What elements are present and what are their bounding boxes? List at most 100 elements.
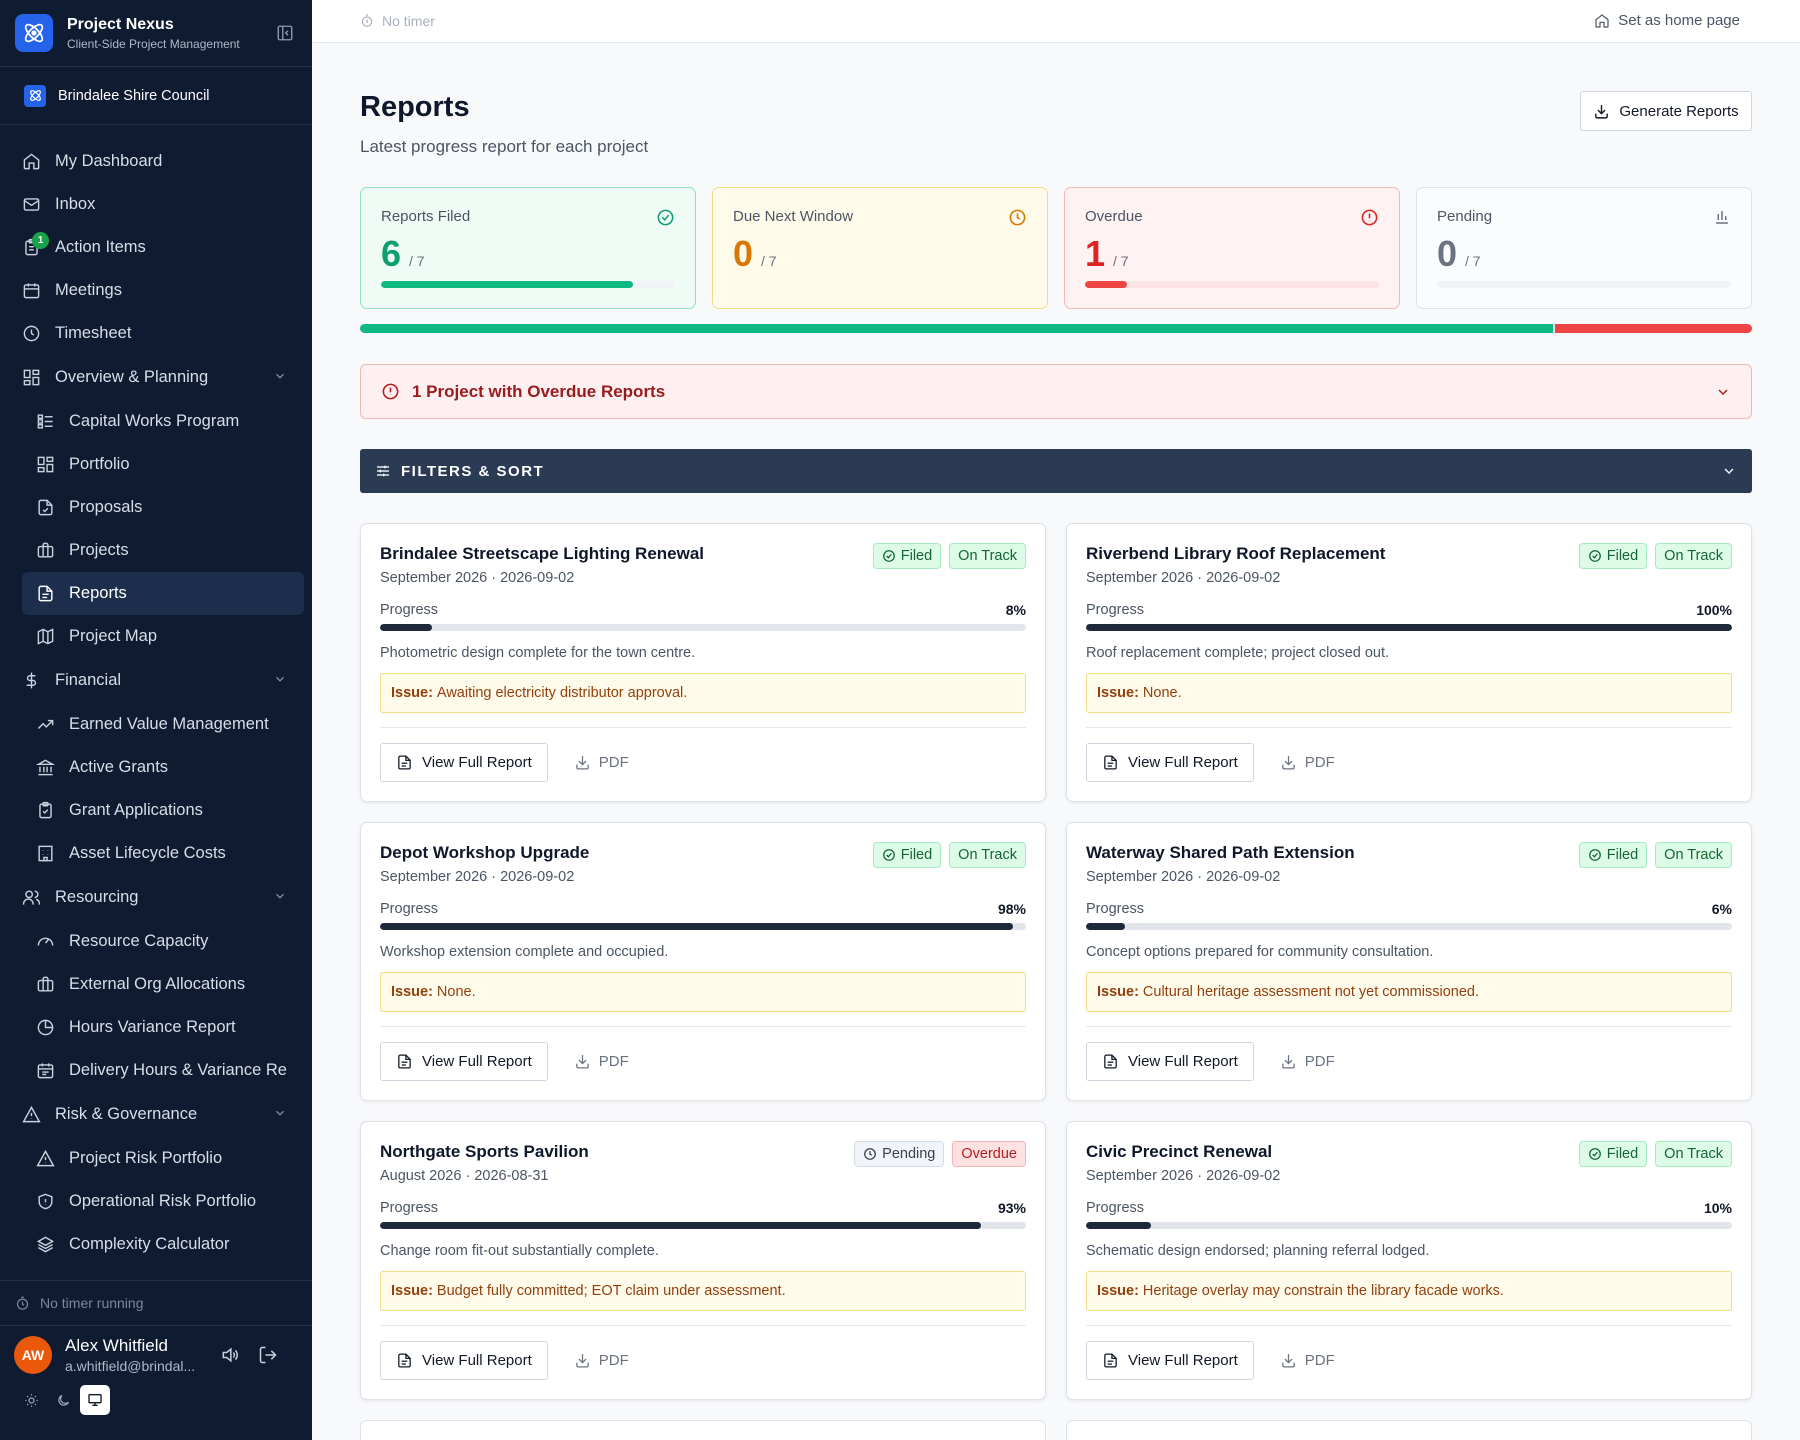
light-theme-sun-icon[interactable] bbox=[16, 1385, 46, 1415]
stat-card-reports-filed: Reports Filed 6 / 7 bbox=[360, 187, 696, 309]
clock-icon bbox=[864, 1148, 877, 1160]
download-pdf-button[interactable]: PDF bbox=[574, 754, 629, 771]
nav-group-risk-governance[interactable]: Risk & Governance bbox=[0, 1092, 312, 1137]
view-full-report-button[interactable]: View Full Report bbox=[380, 1341, 548, 1380]
nav-label: Capital Works Program bbox=[69, 412, 240, 430]
nav-asset-lifecycle-costs[interactable]: Asset Lifecycle Costs bbox=[0, 832, 312, 875]
stat-card-pending: Pending 0 / 7 bbox=[1416, 187, 1752, 309]
view-full-report-button[interactable]: View Full Report bbox=[1086, 743, 1254, 782]
collapse-sidebar-icon[interactable] bbox=[273, 21, 297, 45]
view-full-report-button[interactable]: View Full Report bbox=[380, 743, 548, 782]
nav-inbox[interactable]: Inbox bbox=[0, 183, 312, 226]
nav-operational-risk-portfolio[interactable]: Operational Risk Portfolio bbox=[0, 1180, 312, 1223]
nav-my-dashboard[interactable]: My Dashboard bbox=[0, 140, 312, 183]
report-card-partial bbox=[360, 1420, 1046, 1440]
download-pdf-button[interactable]: PDF bbox=[574, 1352, 629, 1369]
nav-label: Timesheet bbox=[55, 324, 132, 342]
nav-timesheet[interactable]: Timesheet bbox=[0, 312, 312, 355]
progress-bar bbox=[1086, 923, 1732, 930]
alert-circle-icon bbox=[1361, 209, 1378, 226]
file-text-icon bbox=[398, 1353, 411, 1368]
alert-circle-icon bbox=[382, 383, 399, 400]
nav-label: Operational Risk Portfolio bbox=[69, 1192, 257, 1210]
nav-earned-value-management[interactable]: Earned Value Management bbox=[0, 703, 312, 746]
chevron-down-icon bbox=[276, 373, 284, 379]
download-pdf-button[interactable]: PDF bbox=[1280, 754, 1335, 771]
nav-grant-applications[interactable]: Grant Applications bbox=[0, 789, 312, 832]
nav-proposals[interactable]: Proposals bbox=[0, 486, 312, 529]
nav-label: Portfolio bbox=[69, 455, 130, 473]
nav-active-grants[interactable]: Active Grants bbox=[0, 746, 312, 789]
download-pdf-button[interactable]: PDF bbox=[574, 1053, 629, 1070]
sound-toggle-icon[interactable] bbox=[217, 1342, 243, 1368]
schedule-status-badge: On Track bbox=[1655, 842, 1732, 868]
nav-project-map[interactable]: Project Map bbox=[0, 615, 312, 658]
stat-total: / 7 bbox=[1113, 253, 1129, 269]
progress-label: Progress bbox=[1086, 901, 1145, 917]
nav-hours-variance-report[interactable]: Hours Variance Report bbox=[0, 1006, 312, 1049]
theme-switcher bbox=[0, 1385, 312, 1415]
view-full-report-button[interactable]: View Full Report bbox=[1086, 1042, 1254, 1081]
stat-value: 0 bbox=[733, 233, 754, 274]
layout-grid-icon bbox=[23, 369, 40, 386]
report-card-title: Northgate Sports Pavilion bbox=[380, 1142, 589, 1161]
app-title: Project Nexus bbox=[67, 15, 174, 33]
report-issue: Issue: None. bbox=[1086, 673, 1732, 713]
download-pdf-button[interactable]: PDF bbox=[1280, 1352, 1335, 1369]
avatar[interactable]: AW bbox=[14, 1335, 52, 1374]
nav-group-financial[interactable]: Financial bbox=[0, 658, 312, 703]
progress-percent: 8% bbox=[1005, 602, 1026, 618]
progress-percent: 6% bbox=[1711, 901, 1732, 917]
nav-project-risk-portfolio[interactable]: Project Risk Portfolio bbox=[0, 1137, 312, 1180]
nav-group-overview-planning[interactable]: Overview & Planning bbox=[0, 355, 312, 400]
set-home-page-button[interactable]: Set as home page bbox=[1594, 12, 1740, 29]
filed-segment bbox=[360, 324, 1553, 333]
view-full-report-button[interactable]: View Full Report bbox=[1086, 1341, 1254, 1380]
warning-triangle-icon bbox=[36, 1149, 55, 1167]
download-pdf-button[interactable]: PDF bbox=[1280, 1053, 1335, 1070]
nav-label: Grant Applications bbox=[69, 801, 203, 819]
progress-fill bbox=[380, 1222, 981, 1229]
nav-label: Asset Lifecycle Costs bbox=[69, 844, 226, 862]
nav-complexity-calculator[interactable]: Complexity Calculator bbox=[0, 1223, 312, 1266]
report-card-title: Riverbend Library Roof Replacement bbox=[1086, 544, 1386, 563]
top-timer[interactable]: No timer bbox=[360, 13, 435, 29]
nav-group-resourcing[interactable]: Resourcing bbox=[0, 875, 312, 920]
stat-card-overdue: Overdue 1 / 7 bbox=[1064, 187, 1400, 309]
overdue-alert-banner[interactable]: 1 Project with Overdue Reports bbox=[360, 364, 1752, 419]
sidebar-timer[interactable]: No timer running bbox=[0, 1281, 312, 1325]
nav-meetings[interactable]: Meetings bbox=[0, 269, 312, 312]
nav-label: Reports bbox=[69, 584, 127, 602]
view-full-report-button[interactable]: View Full Report bbox=[380, 1042, 548, 1081]
stat-progress-fill bbox=[1085, 281, 1128, 288]
check-circle-icon bbox=[657, 209, 674, 226]
nav-projects[interactable]: Projects bbox=[0, 529, 312, 572]
nav-delivery-hours-variance[interactable]: Delivery Hours & Variance Re bbox=[0, 1049, 312, 1092]
nav-external-org-allocations[interactable]: External Org Allocations bbox=[0, 963, 312, 1006]
nav-label: Inbox bbox=[55, 195, 96, 213]
dark-theme-moon-icon[interactable] bbox=[48, 1385, 78, 1415]
report-card-date: September 2026 · 2026-09-02 bbox=[1086, 1168, 1281, 1184]
timer-icon bbox=[361, 14, 373, 27]
logout-icon[interactable] bbox=[255, 1342, 281, 1368]
stat-card-due-next-window: Due Next Window 0 / 7 bbox=[712, 187, 1048, 309]
nav-resource-capacity[interactable]: Resource Capacity bbox=[0, 920, 312, 963]
user-profile: AW Alex Whitfield a.whitfield@brindal... bbox=[0, 1325, 312, 1383]
org-switcher[interactable]: Brindalee Shire Council bbox=[0, 67, 312, 125]
download-icon bbox=[1595, 104, 1609, 119]
nav-label: Complexity Calculator bbox=[69, 1235, 230, 1253]
nav-action-items[interactable]: 1 Action Items bbox=[0, 226, 312, 269]
generate-reports-button[interactable]: Generate Reports bbox=[1580, 91, 1752, 131]
org-name: Brindalee Shire Council bbox=[58, 87, 210, 104]
stat-progress-bar bbox=[381, 281, 675, 288]
stat-total: / 7 bbox=[409, 253, 425, 269]
top-timer-label: No timer bbox=[382, 13, 435, 29]
system-theme-monitor-icon[interactable] bbox=[80, 1385, 110, 1415]
file-text-icon bbox=[398, 755, 411, 770]
nav-label: Project Risk Portfolio bbox=[69, 1149, 223, 1167]
nav-portfolio[interactable]: Portfolio bbox=[0, 443, 312, 486]
schedule-status-badge: Overdue bbox=[952, 1141, 1026, 1167]
nav-reports[interactable]: Reports bbox=[22, 572, 304, 615]
filters-sort-toggle[interactable]: FILTERS & SORT bbox=[360, 449, 1752, 493]
nav-capital-works-program[interactable]: Capital Works Program bbox=[0, 400, 312, 443]
